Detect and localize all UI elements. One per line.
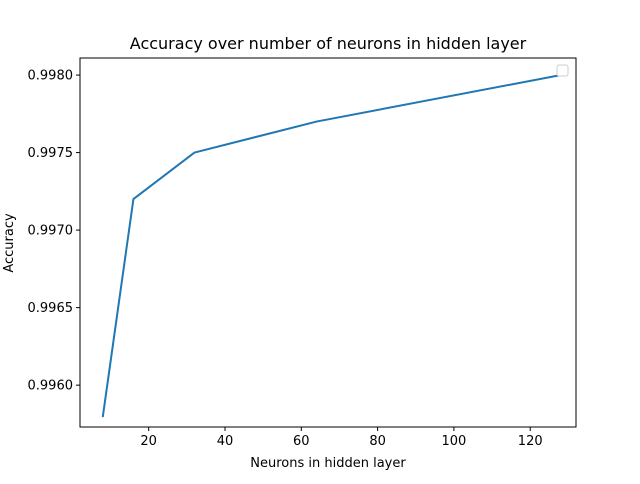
x-tick-label: 40 bbox=[217, 434, 234, 449]
y-tick-label: 0.9970 bbox=[28, 224, 74, 239]
y-tick-label: 0.9960 bbox=[28, 379, 74, 394]
x-tick-label: 100 bbox=[441, 434, 466, 449]
series-line bbox=[101, 73, 562, 418]
y-tick-label: 0.9965 bbox=[28, 301, 74, 316]
y-tick-label: 0.9975 bbox=[28, 146, 74, 161]
y-axis-ticks: 0.9960 0.9965 0.9970 0.9975 0.9980 bbox=[28, 69, 80, 394]
series-layer bbox=[101, 73, 562, 418]
x-tick-label: 120 bbox=[518, 434, 543, 449]
plot-area-frame bbox=[79, 57, 577, 428]
legend-box bbox=[556, 64, 569, 77]
x-tick-label: 20 bbox=[140, 434, 157, 449]
y-axis-label: Accuracy bbox=[2, 213, 17, 273]
y-tick-label: 0.9980 bbox=[28, 69, 74, 84]
x-axis-label: Neurons in hidden layer bbox=[250, 456, 406, 471]
x-tick-label: 60 bbox=[293, 434, 310, 449]
x-axis-ticks: 20 40 60 80 100 120 bbox=[140, 427, 543, 449]
chart-title: Accuracy over number of neurons in hidde… bbox=[130, 34, 527, 53]
x-tick-label: 80 bbox=[369, 434, 386, 449]
